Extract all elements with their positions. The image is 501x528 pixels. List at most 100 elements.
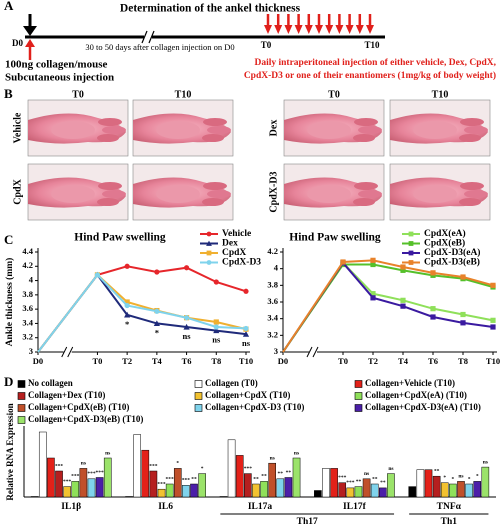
x-tick-label: T0 <box>92 356 102 366</box>
y-tick-label: 4.4 <box>22 246 33 256</box>
bar <box>330 468 338 498</box>
panel-label: A <box>4 0 14 13</box>
legend-label: Collagen+CpdX(eB) (T10) <box>28 402 129 412</box>
significance-label: * <box>476 474 479 480</box>
bar <box>387 473 395 498</box>
legend-label: Dex <box>222 239 238 249</box>
interval-note: 30 to 50 days after collagen injection o… <box>85 42 234 52</box>
bar <box>346 487 355 498</box>
marker <box>370 295 376 301</box>
bar <box>30 496 39 498</box>
axis-break <box>61 346 68 358</box>
bar <box>338 482 347 498</box>
x-tick-label: D0 <box>278 356 288 366</box>
bar <box>473 481 482 498</box>
bar <box>440 482 449 498</box>
bar <box>79 468 88 498</box>
significance-label: *** <box>182 478 191 484</box>
bar <box>465 483 473 498</box>
significance-label: ** <box>253 476 259 482</box>
y-tick-label: 3.2 <box>22 332 33 342</box>
bar <box>457 481 465 498</box>
legend-marker <box>408 250 414 256</box>
marker <box>243 325 249 332</box>
significance-label: ** <box>286 470 292 476</box>
legend-marker <box>206 240 212 246</box>
paw-photo <box>27 163 129 221</box>
significance-label: * <box>155 327 159 337</box>
legend-swatch <box>354 392 363 400</box>
marker <box>400 297 406 303</box>
axis-break <box>63 345 72 359</box>
y-tick-label: 3.4 <box>267 313 278 323</box>
column-label: T10 <box>432 89 449 100</box>
x-tick-label: IL1β <box>61 502 81 512</box>
significance-label: ** <box>372 476 378 482</box>
significance-label: *** <box>55 463 64 469</box>
bar <box>235 455 244 498</box>
legend-label: No collagen <box>28 378 73 388</box>
significance-label: ns <box>81 461 86 467</box>
bar <box>432 475 441 498</box>
x-tick-label: T4 <box>398 356 409 366</box>
significance-label: *** <box>244 466 253 472</box>
legend-swatch <box>194 380 203 388</box>
marker <box>183 265 190 271</box>
marker <box>153 320 160 327</box>
treatment-note: Daily intraperitoneal injection of eithe… <box>254 58 496 68</box>
marker <box>340 259 346 265</box>
bar <box>55 470 63 498</box>
marker <box>213 324 219 330</box>
legend-marker <box>408 241 414 246</box>
bar <box>71 481 80 498</box>
axis-break <box>67 346 74 358</box>
x-tick-label: T8 <box>211 356 221 366</box>
treatment-note: CpdX-D3 or one of their enantiomers (1mg… <box>244 70 496 81</box>
significance-label: ns <box>294 450 299 456</box>
legend-label: Collagen (T0) <box>205 378 258 388</box>
bar <box>354 486 363 498</box>
legend-marker <box>408 231 414 237</box>
x-tick-label: T10 <box>486 356 500 366</box>
marker <box>124 311 131 318</box>
row-label: CpdX-D3 <box>268 171 279 212</box>
x-tick-label: IL6 <box>158 502 173 512</box>
significance-label: ns <box>105 450 110 456</box>
y-tick-label: 4.2 <box>267 246 278 256</box>
legend-swatch <box>17 404 26 412</box>
bar <box>362 478 371 498</box>
bar <box>449 483 457 498</box>
legend-label: Collagen+CpdX-D3 (T10) <box>205 402 304 412</box>
timeline-break <box>141 30 155 44</box>
legend-label: Collagen+CpdX-D3(eB) (T10) <box>28 414 143 424</box>
column-label: T10 <box>175 89 192 100</box>
bar <box>219 496 228 498</box>
x-tick-label: IL17a <box>248 502 273 512</box>
legend-label: CpdX(eB) <box>424 238 465 249</box>
y-tick-label: 4 <box>29 275 34 285</box>
bar <box>133 434 141 498</box>
bar <box>182 485 190 498</box>
bar <box>314 490 322 498</box>
significance-label: * <box>176 461 179 467</box>
marker <box>154 269 160 275</box>
legend-label: CpdX <box>222 248 246 258</box>
group-label: Th17 <box>297 517 318 527</box>
axis-break <box>306 346 313 358</box>
arrow-head <box>315 25 323 34</box>
marker <box>124 263 130 269</box>
paw-photo <box>389 99 491 157</box>
significance-label: ns <box>388 466 393 472</box>
bar <box>481 466 490 498</box>
significance-label: ns <box>364 471 369 477</box>
marker <box>242 331 250 337</box>
bar <box>198 473 206 498</box>
x-tick-label: D0 <box>33 356 43 366</box>
bar <box>416 469 425 498</box>
bar <box>190 483 198 498</box>
x-tick-label: T2 <box>122 356 132 366</box>
paw-photo <box>27 99 129 157</box>
x-tick-label: T10 <box>239 356 253 366</box>
injection-arrow <box>25 39 35 60</box>
